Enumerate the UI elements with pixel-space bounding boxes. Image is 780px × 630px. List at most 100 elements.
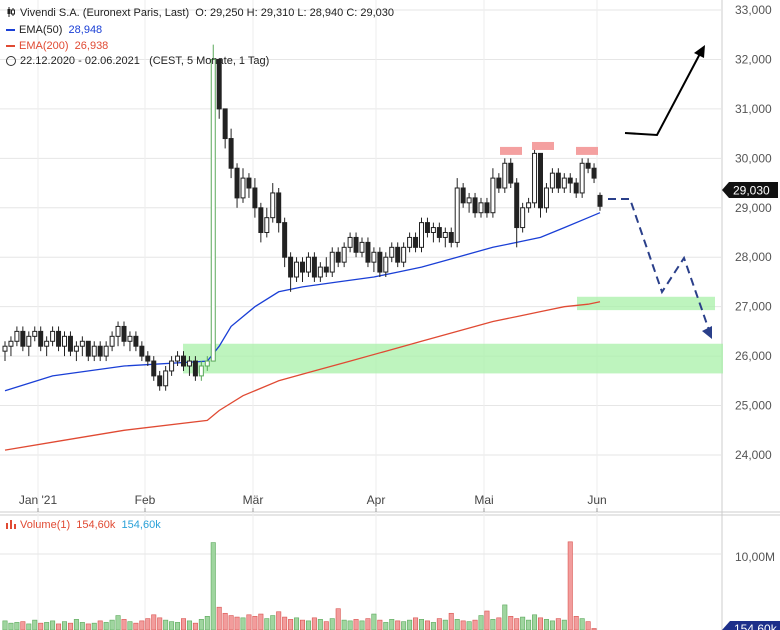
grid <box>0 0 722 630</box>
volume-bar <box>115 615 121 630</box>
resistance-mark <box>500 146 522 155</box>
volume-value-green: 154,60k <box>121 519 161 531</box>
bullish-arrow-head <box>694 45 705 58</box>
candle-body <box>329 251 335 273</box>
volume-bar <box>145 618 151 630</box>
candles <box>2 44 603 391</box>
candle-body <box>32 330 38 337</box>
period-note: (CEST, 5 Monate, 1 Tag) <box>149 55 270 67</box>
candle-body <box>520 207 526 229</box>
candle-body <box>335 251 341 263</box>
volume-bar <box>157 617 163 630</box>
candle-body <box>395 246 401 263</box>
volume-bar <box>353 619 359 630</box>
candle-body <box>133 335 139 347</box>
volume-bar <box>442 619 448 630</box>
date-tick-label: Mär <box>243 493 264 507</box>
candle-body <box>264 217 270 234</box>
volume-bar <box>2 620 8 630</box>
current-price-tag: 29,030 <box>722 182 778 198</box>
volume-bar <box>127 621 133 630</box>
candle-body <box>377 251 383 273</box>
candle-body <box>359 241 365 253</box>
volume-bar <box>365 618 371 630</box>
candle-body <box>186 360 192 367</box>
candle-body <box>353 236 359 253</box>
volume-bar <box>377 619 383 630</box>
instrument-title: Vivendi S.A. (Euronext Paris, Last) <box>20 7 190 19</box>
annotations <box>500 45 712 339</box>
candle-body <box>383 256 389 273</box>
volume-bar <box>573 616 579 630</box>
volume-bar <box>537 617 543 630</box>
ema200-label: EMA(200) <box>19 40 69 52</box>
volume-bar <box>56 623 62 630</box>
legend-ema50-row: EMA(50) 28,948 <box>6 24 102 36</box>
volume-bar <box>210 542 216 630</box>
candle-body <box>139 345 145 357</box>
candle-body <box>20 330 26 347</box>
volume-bar <box>50 620 56 630</box>
candle-body <box>145 355 151 362</box>
candle-body <box>192 360 198 377</box>
candle-body <box>389 246 395 258</box>
volume-bar <box>79 622 85 630</box>
candle-body <box>270 192 276 219</box>
volume-bar <box>32 619 38 630</box>
date-tick-label: Jan '21 <box>19 493 58 507</box>
candle-body <box>109 335 115 347</box>
volume-value-red: 154,60k <box>76 519 116 531</box>
candle-body <box>181 355 186 367</box>
price-tick-label: 26,000 <box>735 349 772 363</box>
volume-bar <box>448 612 454 630</box>
candle-body <box>62 335 67 347</box>
volume-bar <box>103 622 109 630</box>
volume-bar <box>430 622 436 630</box>
date-tick-label: Mai <box>474 493 493 507</box>
volume-bar <box>305 620 311 630</box>
volume-bar <box>276 611 282 630</box>
ema200-value: 26,938 <box>74 40 109 52</box>
candle-body <box>407 236 413 248</box>
volume-bar <box>490 619 496 630</box>
volume-bar <box>383 622 389 630</box>
candle-body <box>258 207 264 233</box>
legend-ema200-row: EMA(200) 26,938 <box>6 40 108 52</box>
candle-body <box>555 172 561 189</box>
candle-body <box>198 365 204 377</box>
candle-body <box>97 345 103 357</box>
volume-bar <box>44 622 50 630</box>
support-zones <box>183 296 723 374</box>
candle-body <box>442 232 448 238</box>
volume-bar <box>175 622 181 630</box>
price-tick-label: 31,000 <box>735 102 772 116</box>
volume-bar <box>121 619 127 630</box>
volume-bar <box>216 606 222 630</box>
volume-value-tag: 154,60k <box>722 621 780 630</box>
volume-bar <box>460 620 466 630</box>
volume-bar <box>514 618 520 630</box>
candle-body <box>56 330 62 347</box>
volume-bar <box>395 620 401 630</box>
volume-bar <box>472 619 478 630</box>
volume-bar <box>294 617 300 630</box>
volume-bar <box>508 616 514 630</box>
volume-bar <box>14 622 20 630</box>
candle-body <box>567 177 573 184</box>
candle-body <box>163 370 169 387</box>
ema50-line <box>4 212 601 392</box>
candle-body <box>222 108 228 140</box>
volume-bar <box>323 621 329 630</box>
candle-body <box>91 345 97 357</box>
volume-bar <box>317 619 323 630</box>
volume-bar <box>61 621 67 630</box>
volume-bar <box>502 604 508 630</box>
ema50-path <box>4 212 601 392</box>
candle-body <box>169 360 175 372</box>
candle-body <box>526 202 532 209</box>
clock-icon <box>6 56 16 66</box>
candle-body <box>579 162 585 194</box>
candle-body <box>341 246 347 263</box>
volume-bar <box>246 614 252 630</box>
